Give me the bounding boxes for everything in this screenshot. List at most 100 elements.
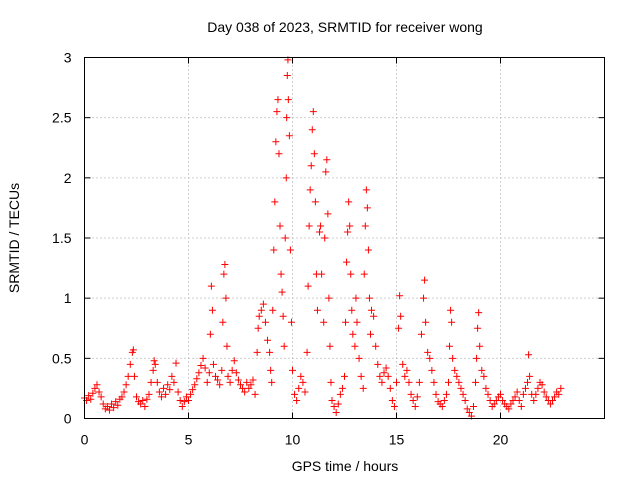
data-point [245,384,253,392]
data-point [221,260,229,268]
data-point [108,400,116,408]
y-tick-label: 3 [64,50,72,66]
data-point [542,393,550,401]
x-tick-label: 0 [81,432,89,448]
data-point [351,342,359,350]
data-point [342,318,350,326]
data-point [316,228,324,236]
data-point [322,168,330,176]
data-point [176,396,184,404]
data-point [307,162,315,170]
data-point [538,381,546,389]
data-point [478,366,486,374]
data-point [291,390,299,398]
data-point [338,384,346,392]
data-point [223,342,231,350]
data-point [241,388,249,396]
data-point [530,396,538,404]
data-point [540,388,548,396]
data-point [524,378,532,386]
data-point [346,222,354,230]
data-point [388,396,396,404]
data-point [232,369,240,377]
data-point [396,292,404,300]
data-point [237,381,244,389]
data-point [151,360,159,368]
data-point [476,342,484,350]
data-point [268,378,276,386]
data-point [129,346,137,354]
y-tick-label: 1 [64,290,72,306]
data-point [143,395,151,403]
data-point [440,396,448,404]
data-point [461,396,469,404]
data-point [172,359,180,367]
data-point [301,388,309,396]
data-point [287,318,295,326]
data-point [409,396,417,404]
data-point [209,360,217,368]
data-point [417,330,425,338]
data-point [239,384,247,392]
data-point [413,393,421,401]
data-point [355,354,363,362]
data-point [557,384,565,392]
data-point [422,318,430,326]
data-point [162,390,170,398]
data-point [191,381,199,389]
data-point [526,372,534,380]
data-point [447,306,455,314]
data-point [224,372,232,380]
data-point [430,378,438,386]
data-point [282,174,290,182]
data-point [95,388,103,396]
data-point [266,348,274,356]
data-point [499,396,507,404]
data-point [185,396,192,404]
data-point [272,138,280,146]
data-point [449,354,457,362]
data-point [205,369,213,377]
data-point [334,400,342,408]
data-point [193,375,201,383]
data-point [517,402,525,410]
data-point [110,404,118,412]
data-point [182,393,190,401]
data-point [222,294,230,302]
data-point [264,336,272,344]
data-point [415,378,423,386]
data-point [555,390,563,398]
data-point [208,306,216,314]
data-point [321,234,329,242]
data-point [368,306,376,314]
data-point [320,318,328,326]
data-point [286,246,294,254]
data-point [267,366,275,374]
data-point [118,393,126,401]
data-point [345,198,353,206]
data-point [166,386,174,394]
data-point [311,198,319,206]
data-point [438,402,446,410]
data-point [428,366,436,374]
data-point [395,324,403,332]
data-point [273,108,281,116]
data-point [459,390,467,398]
grid-lines [84,57,605,419]
data-point [297,372,305,380]
data-point [376,372,384,380]
data-point [317,222,325,230]
data-point [359,384,367,392]
data-point [170,378,178,386]
data-point [150,357,158,365]
data-point [284,96,292,104]
data-point [313,306,321,314]
data-point [484,390,492,398]
data-point [455,378,463,386]
data-point [384,372,392,380]
data-point [324,210,332,218]
data-point [353,318,361,326]
data-point [126,360,134,368]
data-point [289,366,296,374]
data-point [122,381,130,389]
